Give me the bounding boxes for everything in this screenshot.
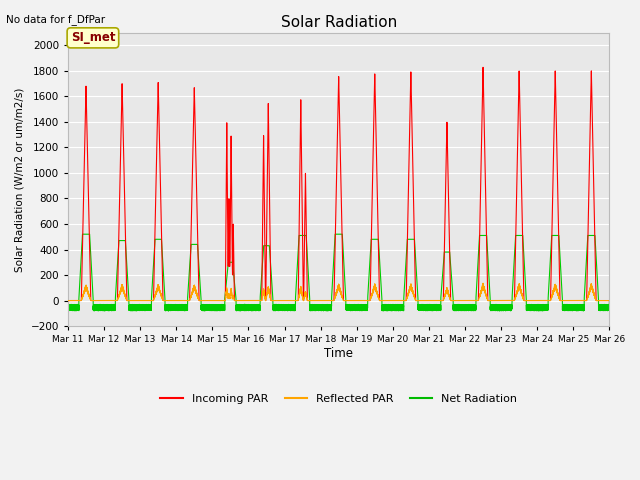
X-axis label: Time: Time <box>324 347 353 360</box>
Title: Solar Radiation: Solar Radiation <box>280 15 397 30</box>
Legend: Incoming PAR, Reflected PAR, Net Radiation: Incoming PAR, Reflected PAR, Net Radiati… <box>156 390 522 408</box>
Text: No data for f_DfPar: No data for f_DfPar <box>6 14 106 25</box>
Text: SI_met: SI_met <box>70 31 115 44</box>
Y-axis label: Solar Radiation (W/m2 or um/m2/s): Solar Radiation (W/m2 or um/m2/s) <box>15 87 25 272</box>
